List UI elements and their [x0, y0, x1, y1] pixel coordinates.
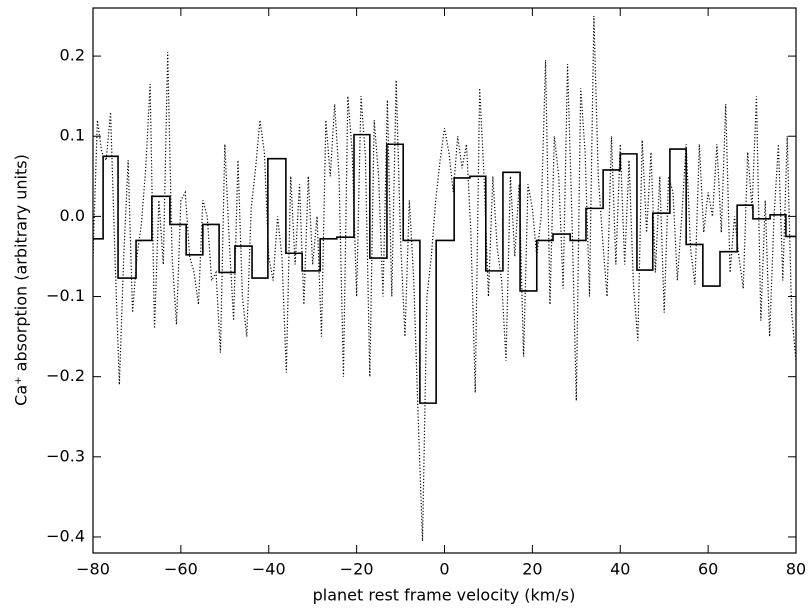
y-tick-label: 0.1	[60, 126, 85, 145]
x-tick-label: 80	[786, 560, 806, 579]
x-tick-label: 40	[610, 560, 630, 579]
x-tick-label: 60	[698, 560, 718, 579]
x-tick-label: 20	[522, 560, 542, 579]
dotted-line	[92, 15, 797, 541]
y-axis-label: Ca⁺ absorption (arbitrary units)	[12, 154, 31, 406]
x-tick-label: −40	[252, 560, 286, 579]
x-tick-label: 0	[439, 560, 449, 579]
step-line	[93, 133, 796, 404]
x-axis-label: planet rest frame velocity (km/s)	[313, 586, 576, 605]
x-tick-label: −80	[76, 560, 110, 579]
plot-frame	[92, 7, 797, 554]
y-tick-label: −0.3	[46, 446, 85, 465]
y-tick-label: 0.2	[60, 46, 85, 65]
y-tick-label: −0.4	[46, 526, 85, 545]
y-tick-label: −0.2	[46, 366, 85, 385]
x-tick-label: −60	[164, 560, 198, 579]
y-tick-label: −0.1	[46, 286, 85, 305]
x-tick-label: −20	[340, 560, 374, 579]
y-tick-label: 0.0	[60, 206, 85, 225]
